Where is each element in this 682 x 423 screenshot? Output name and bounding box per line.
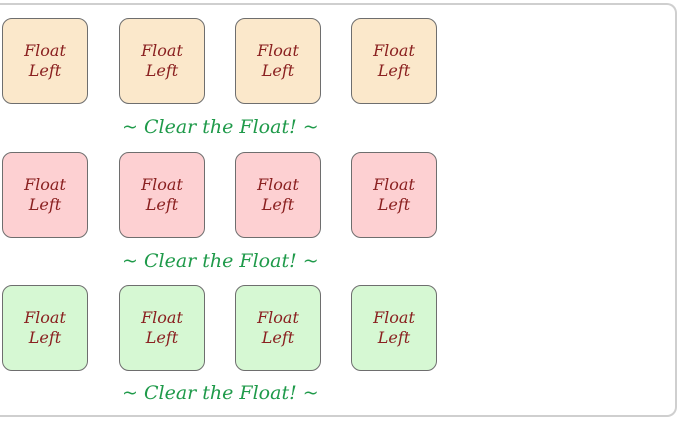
float-row-1: Float Left Float Left Float Left Float L… [2, 18, 442, 106]
float-box: Float Left [2, 152, 88, 238]
float-box: Float Left [119, 152, 205, 238]
float-box-line2: Left [28, 328, 62, 347]
float-box-line1: Float [141, 41, 183, 60]
float-box: Float Left [235, 18, 321, 104]
float-box-line1: Float [257, 308, 299, 327]
demo-frame [0, 3, 677, 417]
float-box: Float Left [2, 285, 88, 371]
float-box-line1: Float [141, 175, 183, 194]
float-box-line2: Left [28, 195, 62, 214]
float-box-line1: Float [24, 41, 66, 60]
float-box-line2: Left [377, 195, 411, 214]
float-box-line2: Left [377, 328, 411, 347]
float-box: Float Left [2, 18, 88, 104]
float-box: Float Left [235, 152, 321, 238]
float-row-3: Float Left Float Left Float Left Float L… [2, 285, 442, 373]
float-box-line2: Left [261, 195, 295, 214]
float-box-line2: Left [145, 61, 179, 80]
clear-float-text: ~ Clear the Float! ~ [122, 382, 319, 404]
float-box-line2: Left [261, 328, 295, 347]
float-box-line2: Left [28, 61, 62, 80]
float-box-line1: Float [141, 308, 183, 327]
float-box-line1: Float [257, 41, 299, 60]
float-box: Float Left [351, 152, 437, 238]
float-box-line2: Left [377, 61, 411, 80]
float-box-line2: Left [145, 195, 179, 214]
float-box-line1: Float [24, 308, 66, 327]
float-box-line1: Float [373, 308, 415, 327]
float-box: Float Left [351, 285, 437, 371]
float-box: Float Left [235, 285, 321, 371]
float-row-2: Float Left Float Left Float Left Float L… [2, 152, 442, 240]
float-box-line1: Float [373, 41, 415, 60]
float-box: Float Left [119, 285, 205, 371]
float-box-line2: Left [145, 328, 179, 347]
float-box-line2: Left [261, 61, 295, 80]
clear-float-text: ~ Clear the Float! ~ [122, 250, 319, 272]
float-box: Float Left [351, 18, 437, 104]
clear-float-text: ~ Clear the Float! ~ [122, 116, 319, 138]
float-box-line1: Float [257, 175, 299, 194]
float-box: Float Left [119, 18, 205, 104]
float-box-line1: Float [24, 175, 66, 194]
float-box-line1: Float [373, 175, 415, 194]
